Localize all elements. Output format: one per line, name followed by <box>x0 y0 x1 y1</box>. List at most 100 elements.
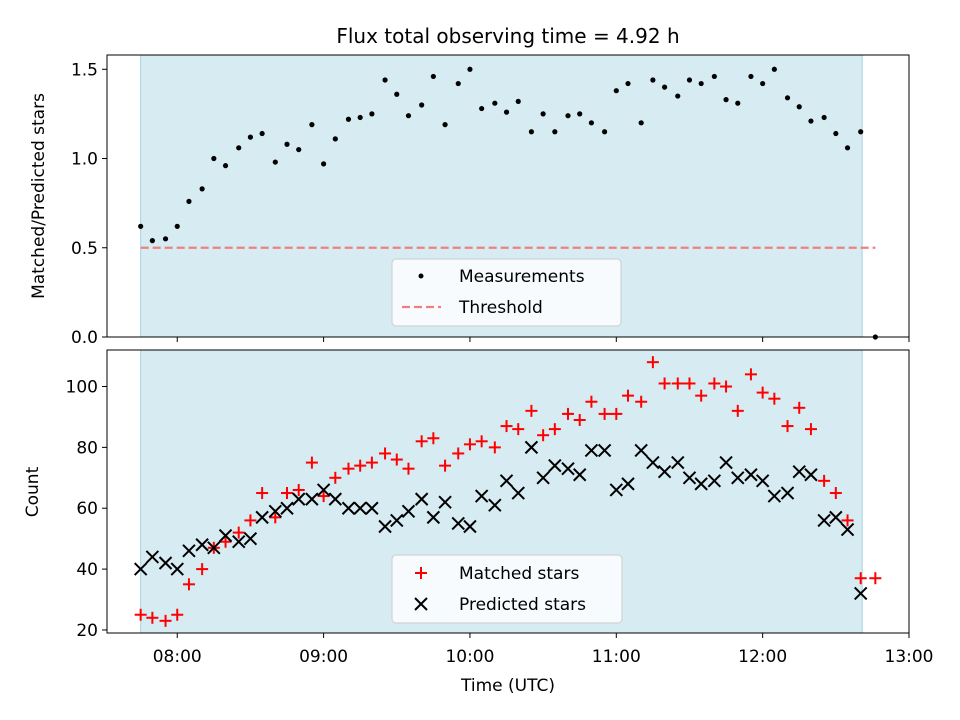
matched-star-point <box>281 487 294 500</box>
predicted-star-point <box>524 440 539 455</box>
predicted-star-point <box>390 513 404 528</box>
matched-star-point <box>365 456 378 469</box>
matched-star-point <box>573 413 586 426</box>
predicted-star-point <box>671 455 685 470</box>
predicted-star-point <box>158 556 173 570</box>
matched-legend-marker <box>415 567 427 579</box>
predicted-star-point <box>316 483 331 497</box>
predicted-star-point <box>682 471 697 485</box>
predicted-star-point <box>499 474 514 488</box>
measurement-point <box>419 102 425 108</box>
y-tick-label: 80 <box>76 438 98 458</box>
matched-star-point <box>708 377 721 390</box>
predicted-star-point <box>218 528 233 543</box>
measurement-point <box>844 145 851 151</box>
predicted-star-point <box>426 510 441 525</box>
legend-predicted-label: Predicted stars <box>459 595 586 615</box>
matched-star-point <box>256 487 269 500</box>
legend-threshold-label: Threshold <box>458 298 543 318</box>
matched-star-point <box>744 368 757 381</box>
matched-star-point <box>512 423 525 436</box>
measurement-point <box>698 80 704 87</box>
matched-star-point <box>342 462 355 475</box>
matched-star-point <box>244 514 257 527</box>
matched-star-point <box>683 377 696 390</box>
matched-star-point <box>500 420 513 433</box>
measurement-point <box>332 136 338 142</box>
predicted-star-point <box>548 458 562 473</box>
matched-star-point <box>829 487 842 500</box>
predicted-star-point <box>133 562 148 576</box>
predicted-star-point <box>561 461 575 476</box>
predicted-star-point <box>328 492 343 506</box>
predicted-star-point <box>767 489 782 503</box>
measurement-point <box>199 186 205 192</box>
measurement-point <box>357 114 363 121</box>
matched-star-point <box>756 386 769 399</box>
predicted-star-point <box>744 468 758 482</box>
matched-star-point <box>463 438 476 451</box>
measurement-point <box>796 104 802 110</box>
predicted-star-point <box>634 443 648 458</box>
y-tick-label: 0.5 <box>71 239 98 259</box>
matched-star-point <box>219 535 232 548</box>
measurement-point <box>174 223 180 229</box>
matched-star-point <box>390 453 403 466</box>
matched-star-point <box>610 407 623 420</box>
matched-star-point <box>171 608 184 621</box>
y-tick-label: 40 <box>76 560 98 580</box>
y-tick-label: 1.0 <box>71 150 98 170</box>
bottom-legend: Matched stars Predicted stars <box>391 554 623 624</box>
x-tick-label: 13:00 <box>885 647 934 667</box>
matched-star-point <box>329 471 342 484</box>
top-axes-frame <box>106 54 910 338</box>
predicted-star-point <box>268 504 283 518</box>
matched-star-point <box>841 514 854 527</box>
predicted-star-point <box>243 531 258 546</box>
predicted-star-point <box>621 477 635 491</box>
measurement-point <box>467 66 473 72</box>
measurement-point <box>661 84 668 90</box>
predicted-star-point <box>731 471 745 485</box>
predicted-star-point <box>780 486 795 500</box>
measurement-point <box>394 91 400 97</box>
x-axis-label: Time (UTC) <box>460 676 555 696</box>
matched-star-point <box>781 420 794 433</box>
measurement-point <box>345 116 352 122</box>
measurement-point <box>503 109 510 115</box>
predicted-star-point <box>232 535 246 549</box>
measurement-point <box>735 100 741 106</box>
predicted-star-point <box>438 495 452 509</box>
y-tick-label: 0.0 <box>71 328 98 348</box>
matched-star-point <box>793 401 806 414</box>
predicted-star-point <box>694 477 708 491</box>
matched-star-point <box>671 377 684 390</box>
matched-star-point <box>804 423 817 436</box>
bottom-y-ticks: 20 40 60 80 100 <box>66 378 107 641</box>
matched-star-point <box>869 572 882 585</box>
measurement-point <box>686 77 693 83</box>
measurement-point <box>711 73 717 80</box>
matched-star-point <box>598 407 611 420</box>
measurement-point <box>284 141 290 147</box>
predicted-star-point <box>755 474 770 488</box>
measurement-point <box>162 236 169 242</box>
measurement-point <box>515 98 521 105</box>
predicted-star-point <box>378 519 392 534</box>
predicted-star-point <box>414 492 429 506</box>
measurement-point <box>259 130 265 137</box>
matched-star-point <box>537 429 550 442</box>
predicted-star-point <box>573 468 587 482</box>
measurement-point <box>540 111 546 117</box>
measurement-point <box>613 88 619 94</box>
matched-star-point <box>379 447 392 460</box>
measurement-point <box>405 113 412 119</box>
measurement-point <box>784 95 791 101</box>
measurement-point <box>650 77 656 83</box>
measurement-point <box>211 155 217 162</box>
legend-matched-label: Matched stars <box>459 564 579 584</box>
measurement-point <box>382 77 388 83</box>
top-panel: Flux total observing time = 4.92 h 0.00.… <box>29 24 910 348</box>
matched-star-point <box>818 474 831 487</box>
matched-star-point <box>585 395 598 408</box>
